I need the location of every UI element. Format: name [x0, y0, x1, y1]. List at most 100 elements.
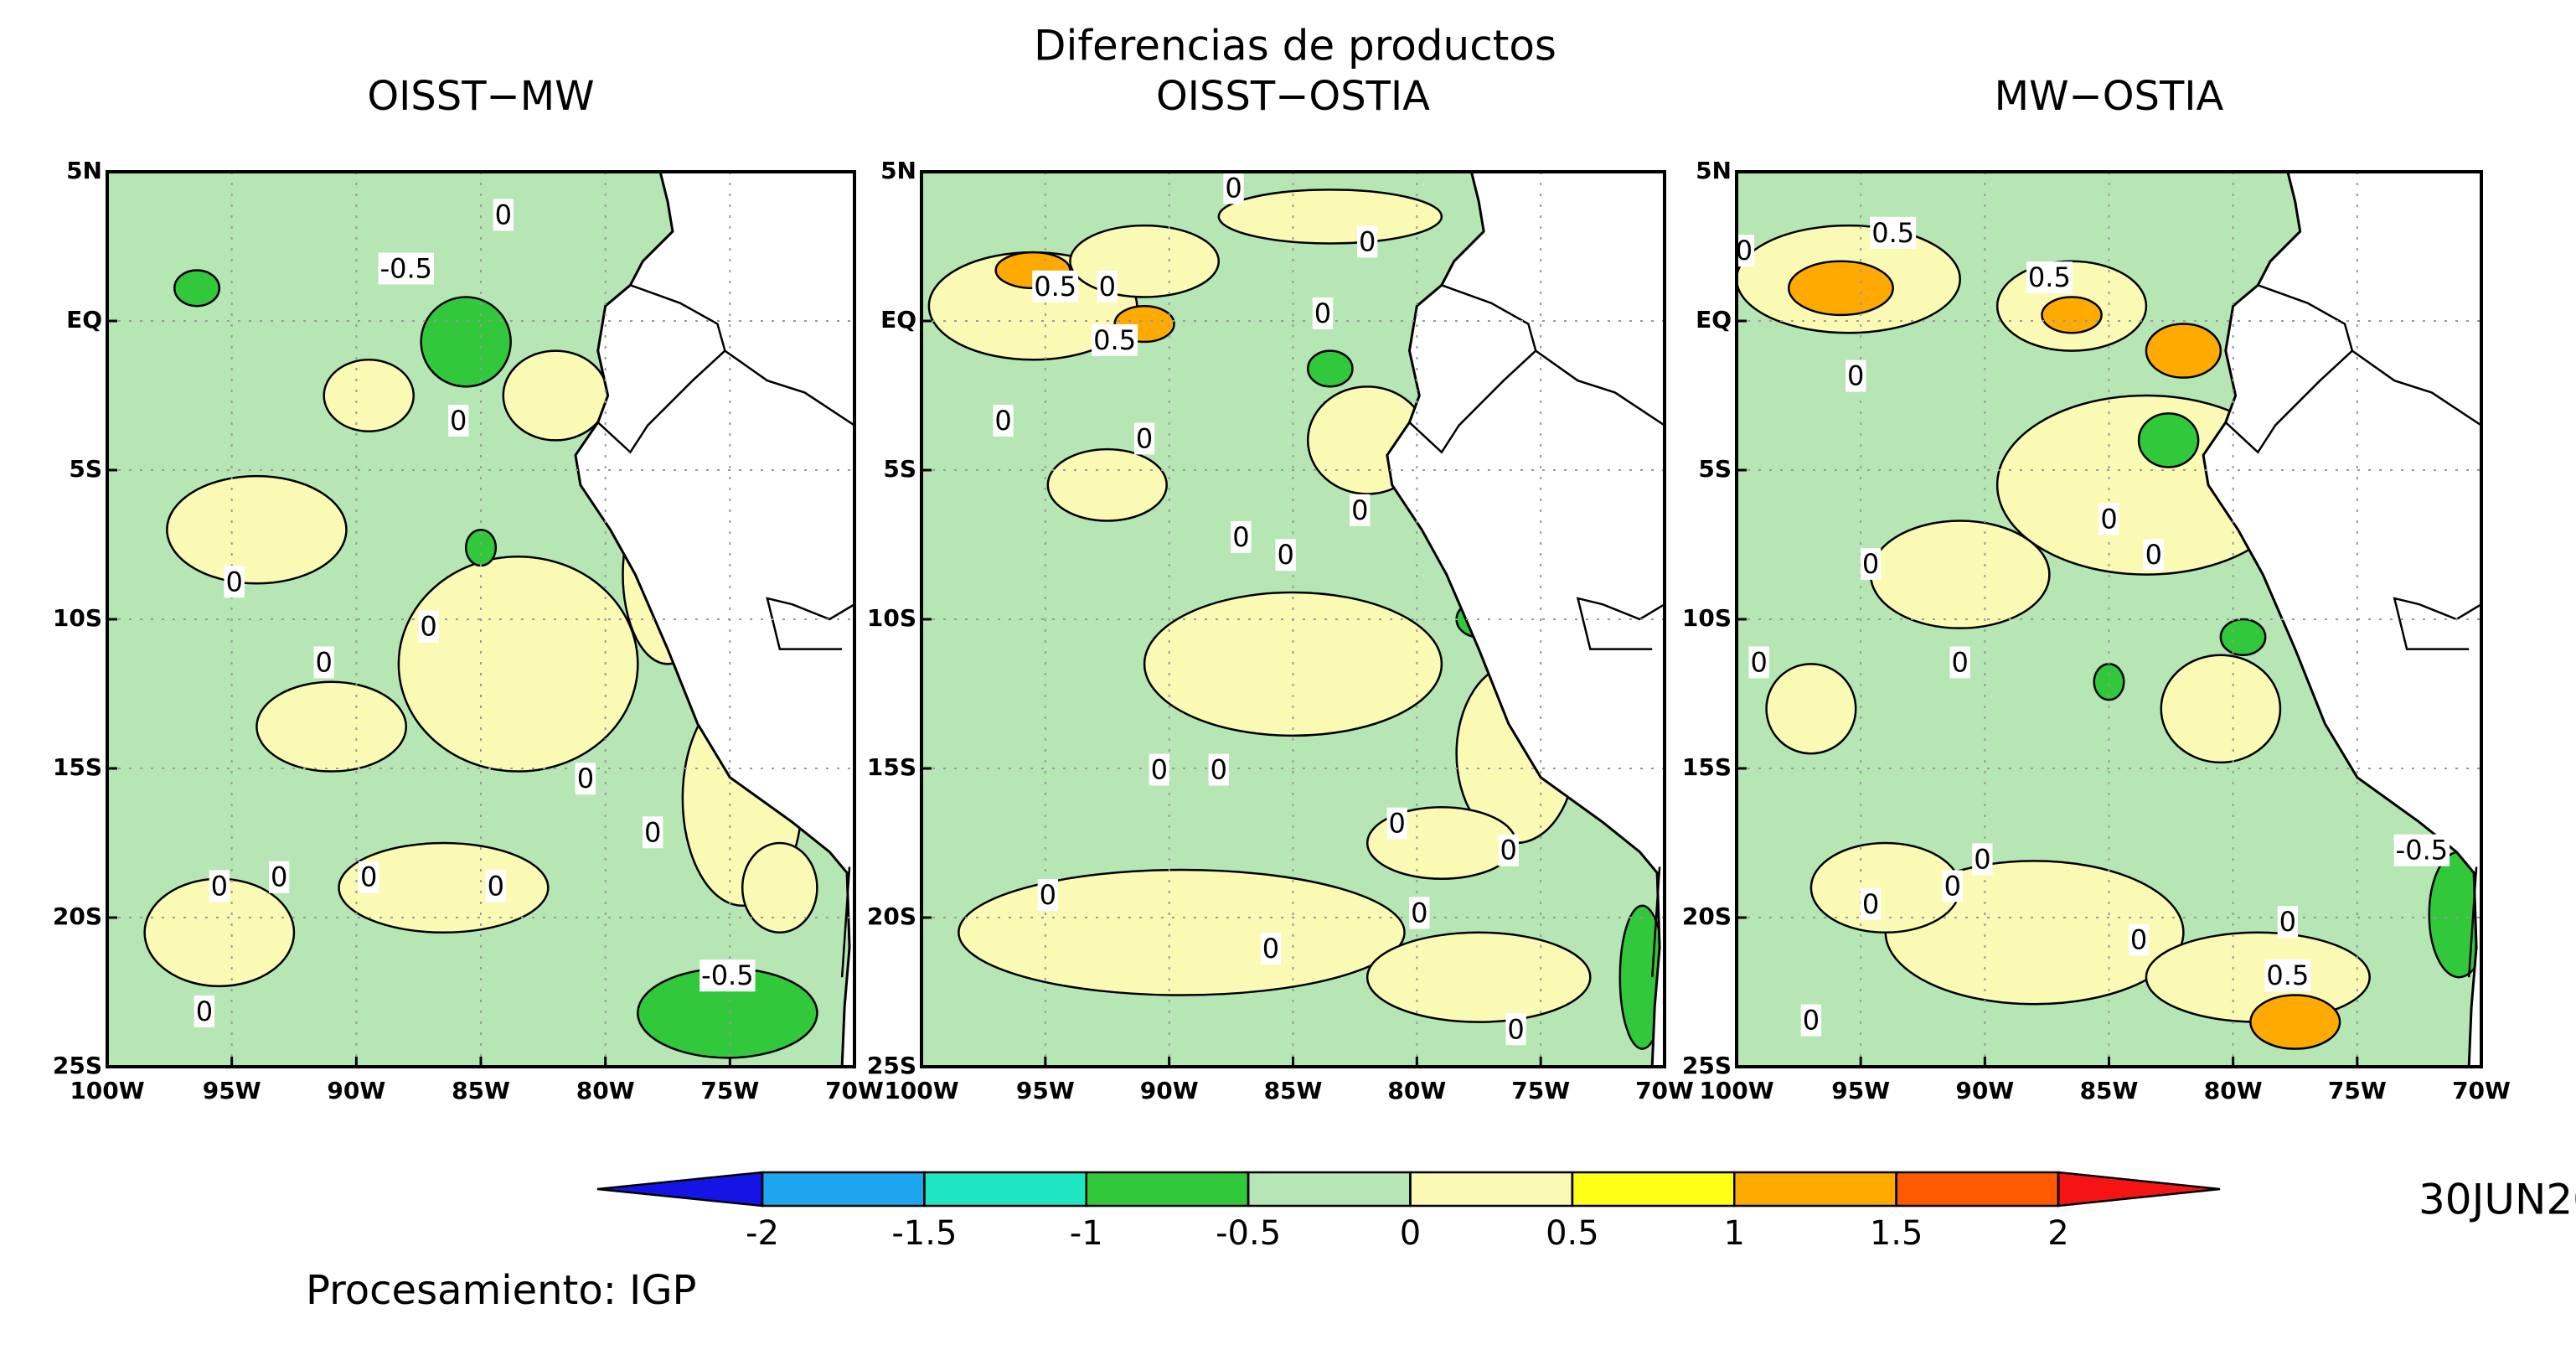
- lon-label: 95W: [1016, 1077, 1075, 1104]
- contour-label-bg: [2026, 261, 2073, 294]
- contour-label-bg: [575, 763, 596, 795]
- contour-label-bg: [1149, 753, 1170, 786]
- colorbar-label: -2: [746, 1214, 779, 1253]
- contour-label-bg: [1505, 1013, 1526, 1046]
- coastline: [574, 172, 851, 1067]
- contour-label: 0: [2100, 504, 2117, 535]
- lon-label: 75W: [700, 1077, 759, 1104]
- contour-label-bg: [2098, 503, 2119, 535]
- contour-label-bg: [418, 610, 439, 643]
- panel-title: OISST−OSTIA: [1156, 73, 1430, 120]
- contour-label: 0: [1974, 843, 1990, 875]
- panel-title: OISST−MW: [367, 73, 594, 120]
- colorbar-box: [1085, 1171, 1250, 1208]
- border: [1408, 284, 1537, 454]
- contour-label-bg: [2277, 906, 2299, 939]
- negative-anomaly: [2093, 663, 2125, 701]
- positive-anomaly: [1365, 931, 1592, 1023]
- contour-label-bg: [1275, 539, 1296, 571]
- contour-label: 0: [225, 566, 242, 597]
- colorbar-label: 0: [1400, 1214, 1421, 1253]
- lon-label: 70W: [825, 1077, 884, 1104]
- lon-label: 85W: [2080, 1077, 2139, 1104]
- contour-label-bg: [1498, 834, 1519, 866]
- contour-label: 0: [1211, 754, 1227, 786]
- credit: Procesamiento: IGP: [306, 1267, 696, 1314]
- contour-label-bg: [1097, 270, 1118, 303]
- lon-label: 100W: [70, 1077, 144, 1104]
- contour-label: 0: [2279, 906, 2296, 938]
- lat-label: EQ: [1696, 306, 1732, 334]
- lon-label: 85W: [452, 1077, 510, 1104]
- contour-label-bg: [699, 959, 756, 992]
- contour-label-bg: [1409, 897, 1430, 929]
- negative-anomaly: [173, 269, 221, 308]
- negative-anomaly: [464, 528, 498, 567]
- contour-label-bg: [642, 816, 663, 849]
- lon-label: 85W: [1264, 1077, 1323, 1104]
- border: [1576, 597, 1665, 650]
- contour-label-bg: [1800, 1004, 1822, 1037]
- lat-label: 25S: [867, 1052, 916, 1079]
- colorbar-box: [1409, 1171, 1574, 1208]
- positive-anomaly: [1809, 841, 1961, 934]
- lon-label: 80W: [2204, 1077, 2263, 1104]
- border: [2224, 284, 2354, 454]
- land: [2203, 172, 2481, 1067]
- lat-label: 5S: [883, 455, 916, 483]
- contour-label: 0.5: [2266, 959, 2309, 991]
- positive-anomaly: [397, 555, 639, 773]
- contour-label: 0: [1262, 933, 1279, 965]
- contour-label-bg: [268, 861, 290, 893]
- contour-label-bg: [2128, 923, 2150, 956]
- contour-label: 0: [1225, 172, 1242, 204]
- contour-label: 0: [1847, 360, 1864, 392]
- warm-anomaly: [2145, 323, 2222, 379]
- colorbar-label: -1.5: [891, 1214, 957, 1253]
- lon-label: 100W: [884, 1077, 958, 1104]
- positive-anomaly: [1217, 189, 1443, 245]
- contour-label-bg: [1748, 646, 1769, 679]
- contour-label-bg: [1260, 933, 1282, 965]
- border: [2393, 597, 2481, 650]
- positive-anomaly: [2160, 654, 2282, 764]
- positive-anomaly: [256, 680, 408, 773]
- contour-label: 0: [1862, 888, 1879, 920]
- colorbar-box: [1247, 1171, 1412, 1208]
- contour-label-bg: [1312, 297, 1334, 329]
- contour-label: 0: [577, 763, 594, 794]
- colorbar-low: [596, 1171, 764, 1208]
- negative-anomaly: [1306, 349, 1354, 388]
- contour-label: 0.5: [1093, 324, 1136, 356]
- lat-label: 25S: [1682, 1052, 1732, 1079]
- contour-label: 0: [196, 996, 213, 1027]
- lat-label: 5S: [1698, 455, 1732, 483]
- negative-anomaly: [2137, 412, 2200, 468]
- colorbar-label: 1: [1724, 1214, 1745, 1253]
- positive-anomaly: [1069, 224, 1221, 298]
- warm-anomaly: [2041, 296, 2103, 334]
- contour-label: 0: [1803, 1005, 1820, 1037]
- contour-label-bg: [359, 861, 379, 893]
- contour-label-bg: [2393, 834, 2450, 866]
- contour-label: 0: [450, 405, 467, 437]
- contour-label-bg: [493, 199, 514, 231]
- lon-label: 70W: [2452, 1077, 2511, 1104]
- contour-label: 0.5: [1034, 271, 1076, 303]
- contour-label-bg: [485, 870, 507, 902]
- contour-label: 0: [211, 870, 228, 902]
- map-panel: [107, 172, 854, 1067]
- contour-label: 0: [1736, 235, 1753, 266]
- lon-label: 90W: [1140, 1077, 1199, 1104]
- contour-label: 0: [1500, 835, 1517, 866]
- coastline: [2202, 172, 2478, 1067]
- contour-label-bg: [2143, 539, 2165, 571]
- border: [2467, 866, 2478, 978]
- contour-label-bg: [1032, 270, 1079, 303]
- lat-label: 25S: [53, 1052, 102, 1079]
- lon-label: 90W: [1955, 1077, 2014, 1104]
- colorbar-label: -0.5: [1216, 1214, 1281, 1253]
- contour-label-bg: [1350, 494, 1371, 526]
- colorbar-box: [761, 1171, 926, 1208]
